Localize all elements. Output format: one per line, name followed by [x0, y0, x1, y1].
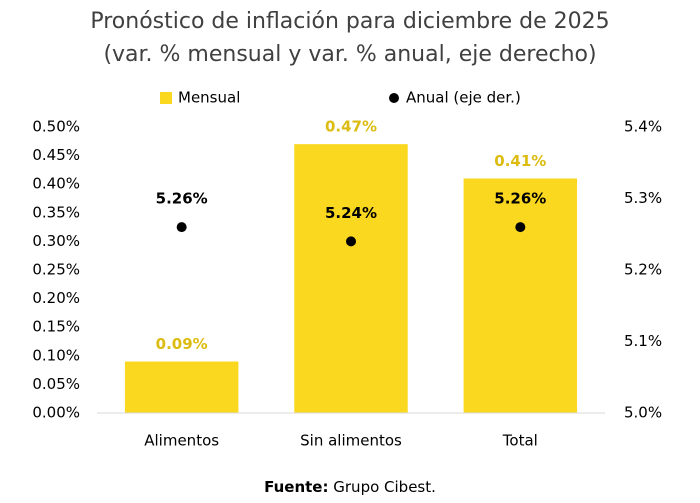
value-label: 5.24% — [325, 204, 377, 222]
y2-tick-label: 5.4% — [624, 118, 662, 136]
y-tick-label: 0.25% — [32, 261, 80, 279]
legend-label: Anual (eje der.) — [406, 89, 521, 107]
dot — [176, 222, 187, 233]
value-label: 0.41% — [494, 152, 546, 170]
dot — [515, 222, 526, 233]
value-label: 0.09% — [156, 335, 208, 353]
chart-title: Pronóstico de inflación para diciembre d… — [90, 9, 609, 34]
source: Fuente: Grupo Cibest. — [264, 478, 436, 496]
y-tick-label: 0.10% — [32, 346, 80, 364]
x-tick-label: Alimentos — [144, 432, 219, 450]
y-tick-label: 0.40% — [32, 175, 80, 193]
y-tick-label: 0.20% — [32, 289, 80, 307]
y2-tick-label: 5.3% — [624, 189, 662, 207]
y2-tick-label: 5.1% — [624, 332, 662, 350]
y2-tick-label: 5.0% — [624, 404, 662, 422]
source-label: Fuente: — [264, 478, 328, 496]
x-tick-label: Sin alimentos — [300, 432, 402, 450]
bar — [294, 144, 408, 413]
y-tick-label: 0.30% — [32, 232, 80, 250]
y2-tick-label: 5.2% — [624, 261, 662, 279]
y-tick-label: 0.05% — [32, 375, 80, 393]
x-tick-label: Total — [502, 432, 538, 450]
chart-subtitle: (var. % mensual y var. % anual, eje dere… — [103, 42, 596, 67]
legend-swatch — [160, 92, 172, 104]
y-tick-label: 0.15% — [32, 318, 80, 336]
dot — [346, 236, 356, 247]
source-text: Grupo Cibest. — [333, 478, 436, 496]
bar — [124, 361, 239, 413]
y-tick-label: 0.00% — [32, 404, 80, 422]
value-label: 0.47% — [325, 118, 377, 136]
legend-swatch — [389, 93, 399, 103]
y-tick-label: 0.50% — [32, 118, 80, 136]
y-tick-label: 0.45% — [32, 146, 80, 164]
value-label: 5.26% — [494, 190, 546, 208]
y-tick-label: 0.35% — [32, 203, 80, 221]
value-label: 5.26% — [156, 190, 208, 208]
bar — [463, 178, 578, 413]
legend-label: Mensual — [178, 89, 240, 107]
